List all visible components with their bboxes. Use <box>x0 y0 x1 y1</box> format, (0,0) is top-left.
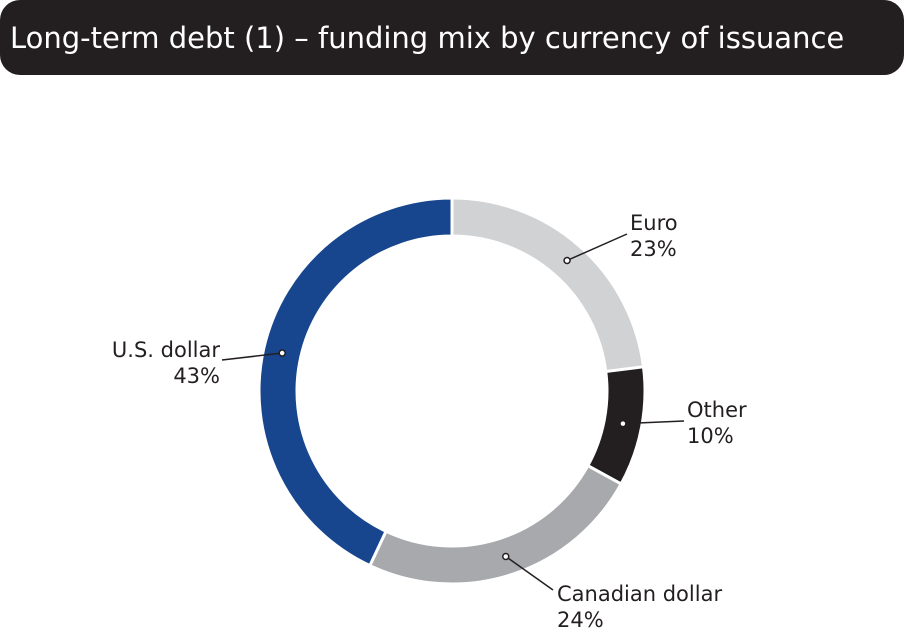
slice-label: Canadian dollar <box>557 582 722 606</box>
slice <box>367 463 624 586</box>
slice <box>450 196 646 374</box>
value-label: 43% <box>173 364 220 388</box>
title-bar <box>0 0 904 75</box>
slice-label: Euro <box>630 211 678 235</box>
value-label: 24% <box>557 608 604 632</box>
slice-label: U.S. dollar <box>112 338 220 362</box>
leader-line <box>505 555 554 591</box>
slice <box>257 196 454 568</box>
slice-label: Other <box>687 398 747 422</box>
chart-title: Long-term debt (1) – funding mix by curr… <box>10 21 844 55</box>
value-label: 10% <box>687 424 734 448</box>
leader-dot <box>502 552 510 561</box>
value-label: 23% <box>630 237 677 261</box>
leader-dot <box>619 419 627 428</box>
leader-line <box>566 233 628 262</box>
leader-dot <box>563 256 571 265</box>
leader-line <box>221 352 283 361</box>
slice <box>585 365 647 487</box>
leader-dot <box>278 349 286 357</box>
leader-line <box>622 420 685 425</box>
